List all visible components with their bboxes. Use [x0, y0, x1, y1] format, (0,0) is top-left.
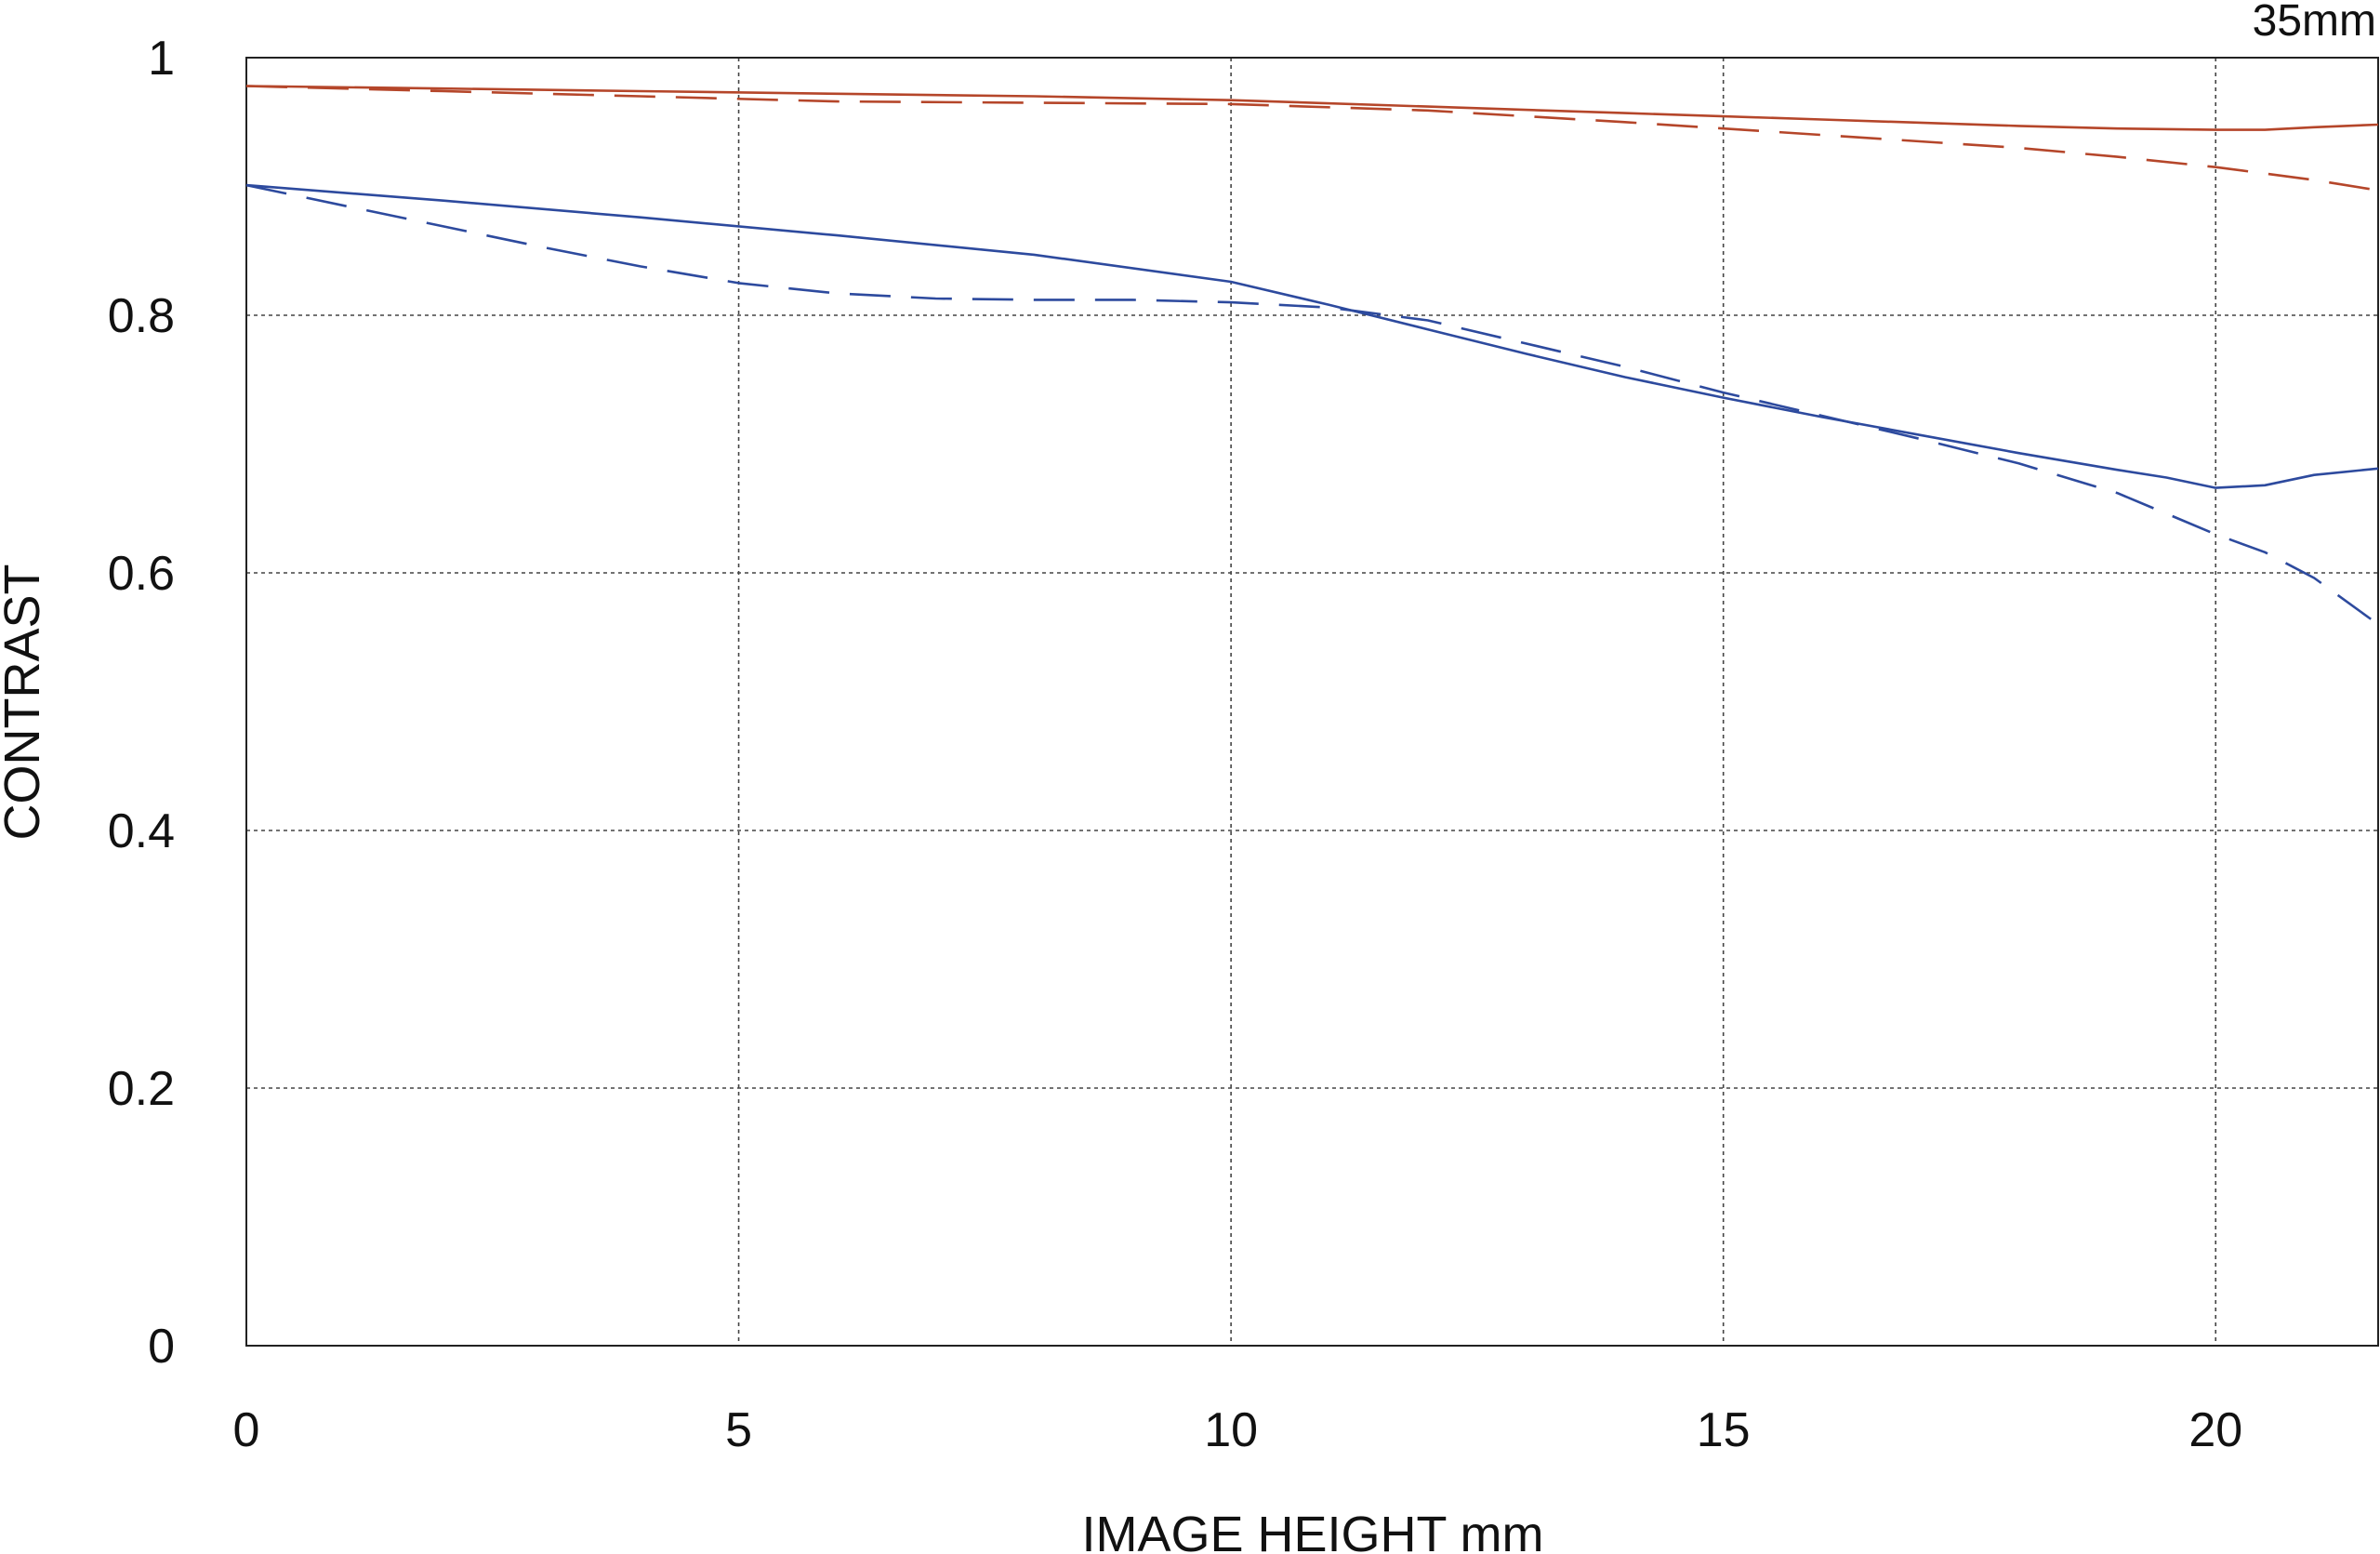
series-line-3-solid	[245, 183, 2379, 489]
y-tick-labels: 0 0.2 0.4 0.6 0.8 1	[108, 32, 175, 1374]
x-tick-label: 5	[725, 1403, 752, 1457]
series-line-2-dashed	[245, 85, 2379, 192]
y-tick-label: 0.2	[108, 1062, 175, 1116]
x-tick-label: 15	[1697, 1403, 1751, 1457]
series-group	[245, 85, 2379, 626]
x-tick-labels: 0 5 10 15 20	[233, 1403, 2243, 1457]
series-line-4-dashed	[245, 183, 2379, 626]
x-tick-label: 20	[2188, 1403, 2242, 1457]
y-tick-label: 0.4	[108, 804, 175, 858]
plot-frame	[245, 57, 2379, 1347]
x-tick-label: 0	[233, 1403, 260, 1457]
y-tick-label: 0.6	[108, 547, 175, 601]
y-tick-label: 1	[148, 32, 175, 86]
y-tick-label: 0.8	[108, 289, 175, 343]
focal-length-label: 35mm	[2253, 0, 2376, 46]
x-tick-label: 10	[1204, 1403, 1258, 1457]
series-line-1-solid	[245, 85, 2379, 131]
y-axis-title: CONTRAST	[0, 564, 50, 841]
grid-lines	[246, 58, 2378, 1346]
x-axis-title: IMAGE HEIGHT mm	[1081, 1507, 1543, 1554]
y-tick-label: 0	[148, 1320, 175, 1374]
